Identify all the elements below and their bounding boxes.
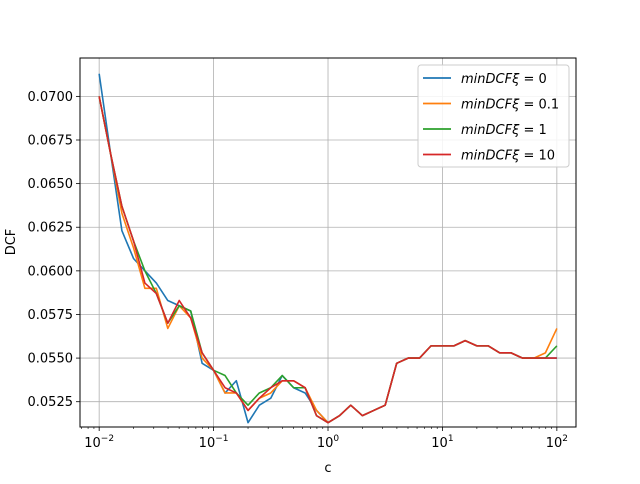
x-axis-label: c [324,461,331,476]
x-tick-label: 102 [546,434,568,451]
x-tick-label: 10−1 [199,434,229,451]
x-tick-label: 100 [317,434,340,451]
y-tick-label: 0.0600 [28,264,74,279]
y-tick-label: 0.0575 [28,308,74,323]
y-tick-label: 0.0625 [28,221,74,236]
y-tick-label: 0.0550 [28,352,74,367]
y-tick-label: 0.0525 [28,395,74,410]
y-axis-label: DCF [4,229,19,256]
y-tick-label: 0.0650 [28,177,74,192]
x-tick-label: 101 [431,434,453,451]
legend: minDCFξ = 0 minDCFξ = 0.1 minDCFξ = 1 minDC… [417,64,570,168]
y-tick-label: 0.0675 [28,134,74,149]
grid [80,58,576,427]
y-tick-label: 0.0700 [28,90,74,105]
x-axis-ticks: 10−2 10−1 100 101 102 [81,427,568,451]
legend-entry-0: minDCFξ = 0 [461,72,547,87]
legend-entry-2: minDCFξ = 1 [461,123,547,138]
x-tick-label: 10−2 [84,434,114,451]
series-line-3 [98,96,557,424]
legend-entry-3: minDCFξ = 10 [461,149,555,164]
y-axis-ticks: 0.0525 0.0550 0.0575 0.0600 0.0625 0.0650 0.06… [28,90,80,410]
series-lines [98,73,558,424]
legend-entry-1: minDCFξ = 0.1 [461,98,559,113]
legend-box [417,64,570,168]
